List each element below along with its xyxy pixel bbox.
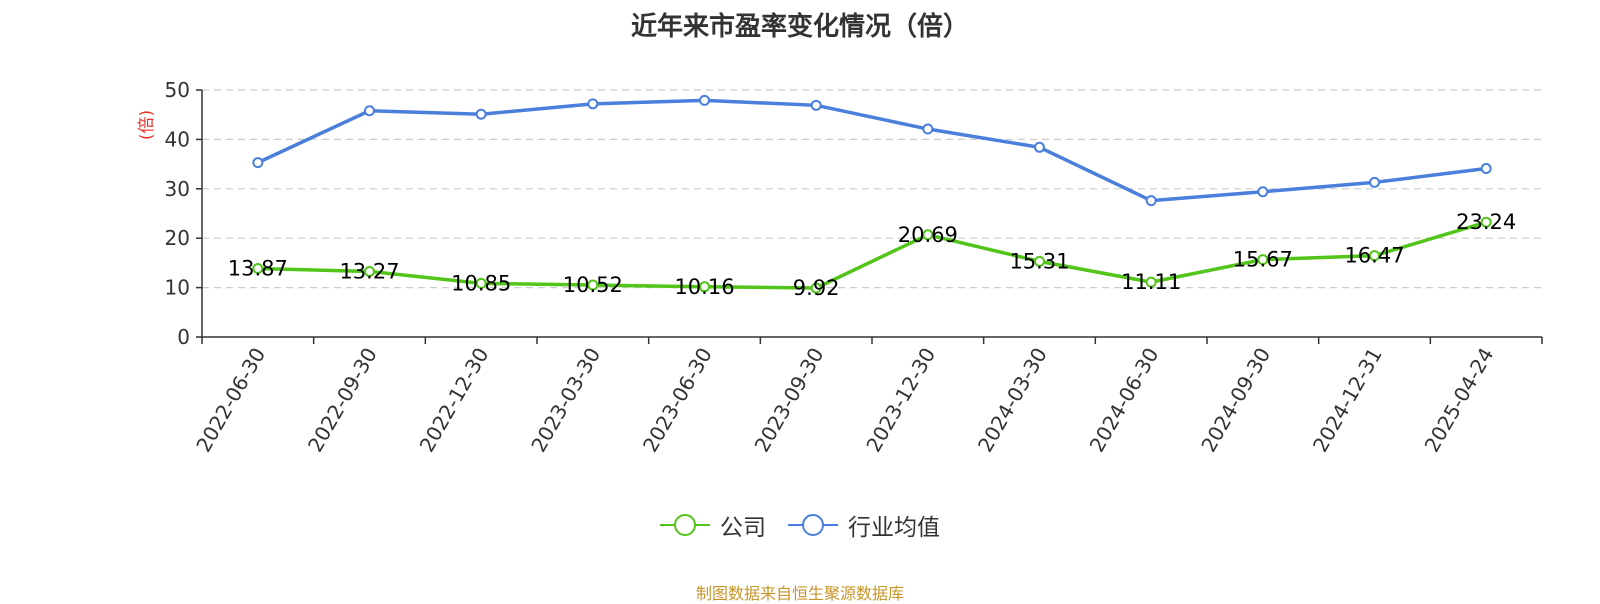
data-point-industry	[1480, 163, 1492, 175]
data-point-company	[699, 281, 710, 293]
data-point-company	[1145, 276, 1157, 288]
data-point-company	[587, 279, 599, 291]
data-label: 16.47	[1344, 244, 1404, 268]
data-point-industry	[1145, 195, 1157, 207]
y-tick-label: 10	[165, 276, 190, 300]
y-tick-label: 0	[177, 325, 190, 349]
data-labels: 13.87 13.27 10.85 10.52 10.16 9.92 20.69 15.31 1…	[228, 210, 1516, 300]
y-tick-label: 40	[165, 127, 190, 151]
data-point-industry	[587, 98, 599, 110]
x-tick-label: 2023-03-30	[526, 344, 605, 457]
data-label: 20.69	[898, 223, 958, 247]
legend-item-company[interactable]: 公司	[660, 508, 766, 542]
data-label: 10.16	[674, 275, 734, 299]
data-label: 13.27	[339, 259, 399, 283]
data-point-industry	[1369, 176, 1380, 188]
data-point-industry	[475, 108, 487, 120]
x-tick-label: 2022-06-30	[191, 344, 270, 457]
data-point-company	[475, 277, 487, 289]
data-label: 10.52	[563, 273, 623, 297]
series-line-industry	[257, 98, 1487, 203]
legend-label-company: 公司	[720, 515, 766, 541]
x-tick-label: 2024-12-31	[1308, 344, 1387, 457]
data-point-industry	[1034, 141, 1045, 153]
series-lines	[252, 94, 1492, 294]
legend-label-industry: 行业均值	[848, 515, 940, 541]
series-line-company	[257, 220, 1487, 290]
data-point-company	[364, 265, 375, 277]
legend-item-industry[interactable]: 行业均值	[788, 508, 940, 542]
data-label: 15.31	[1009, 249, 1069, 273]
legend: 公司 行业均值	[0, 508, 1600, 542]
data-point-company	[1257, 254, 1269, 266]
y-tick-label: 30	[165, 177, 190, 201]
x-tick-label: 2023-12-30	[861, 343, 940, 456]
x-tick-label: 2022-12-30	[415, 343, 494, 456]
data-point-company	[1369, 250, 1380, 262]
y-axis-label: (倍)	[137, 110, 157, 140]
data-label: 9.92	[793, 276, 840, 300]
chart-title: 近年来市盈率变化情况（倍）	[630, 12, 969, 42]
data-point-company	[1034, 255, 1045, 267]
data-label: 23.24	[1456, 210, 1516, 234]
data-label: 10.85	[451, 271, 511, 295]
data-point-industry	[699, 94, 710, 106]
x-tick-label: 2024-09-30	[1196, 344, 1275, 457]
data-point-industry	[252, 157, 264, 169]
x-tick-label: 2025-04-24	[1420, 344, 1499, 457]
data-point-industry	[810, 99, 822, 111]
data-point-company	[1480, 216, 1492, 228]
data-point-company	[810, 282, 822, 294]
data-point-industry	[922, 123, 934, 135]
data-point-industry	[1257, 186, 1269, 198]
y-tick-label: 20	[165, 226, 190, 250]
data-label: 13.87	[228, 256, 288, 280]
data-label: 15.67	[1233, 248, 1293, 272]
x-tick-label: 2024-06-30	[1085, 344, 1164, 457]
data-point-company	[922, 229, 934, 241]
data-point-company	[252, 262, 264, 274]
data-point-industry	[364, 105, 375, 117]
x-tick-label: 2023-06-30	[638, 344, 717, 457]
data-label: 11.11	[1121, 270, 1181, 294]
x-tick-label: 2024-03-30	[973, 344, 1052, 457]
x-tick-label: 2022-09-30	[303, 344, 382, 457]
source-note: 制图数据来自恒生聚源数据库	[695, 584, 904, 603]
x-tick-label: 2023-09-30	[750, 344, 829, 457]
legend-marker-industry	[788, 514, 838, 536]
y-tick-label: 50	[165, 78, 190, 102]
legend-marker-company	[660, 514, 710, 536]
